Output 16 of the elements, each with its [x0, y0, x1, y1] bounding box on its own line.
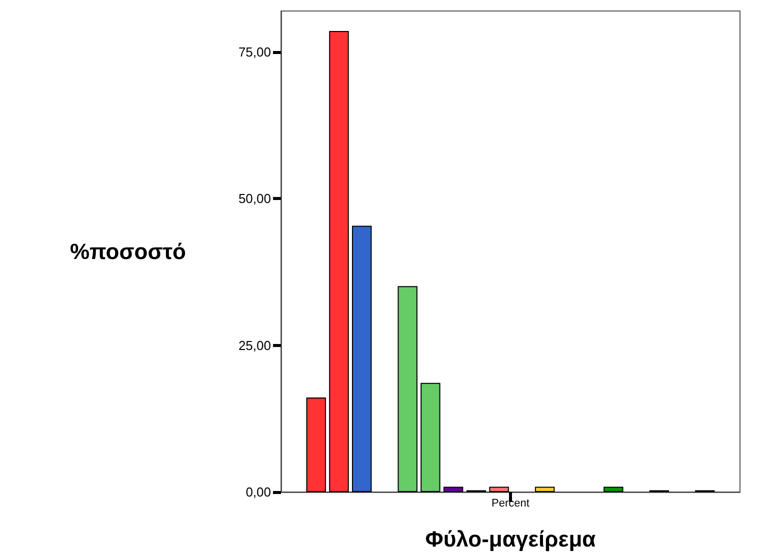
bar: [443, 486, 464, 492]
bar: [306, 398, 326, 492]
y-tick-label: 25,00: [238, 338, 271, 353]
x-axis-title: Φύλο-μαγείρεμα: [425, 526, 596, 552]
bar: [398, 286, 418, 492]
y-axis-title: %ποσοστό: [70, 239, 186, 264]
y-tick-label: 75,00: [238, 44, 271, 60]
y-tick-label: 50,00: [238, 191, 271, 206]
x-tick-label: Percent: [492, 498, 530, 510]
y-tick-label: 0,00: [246, 484, 271, 500]
bar: [329, 30, 349, 492]
bar: [420, 382, 440, 492]
bar: [604, 486, 624, 492]
bar: [352, 226, 372, 492]
bar: [534, 486, 555, 492]
bar: [489, 486, 509, 492]
